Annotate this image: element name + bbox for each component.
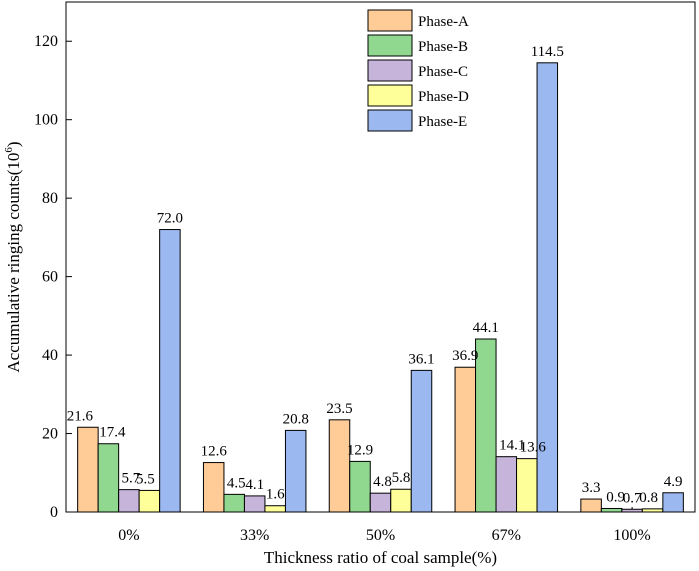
data-label: 12.9 bbox=[347, 442, 373, 458]
data-label: 14.1 bbox=[499, 438, 525, 454]
bar bbox=[600, 507, 623, 513]
data-label: 0.7 bbox=[623, 490, 642, 506]
legend-swatch bbox=[367, 34, 413, 57]
bar bbox=[264, 505, 286, 513]
data-labels-layer: 21.6 12.6 23.5 36.9 3.3 17.4 4.5 12.9 44.1 0.9 5.7… bbox=[67, 44, 683, 506]
legend-swatch bbox=[367, 109, 413, 132]
bar bbox=[662, 492, 684, 513]
bar bbox=[621, 508, 643, 513]
data-label: 1.6 bbox=[266, 487, 285, 503]
bar bbox=[118, 489, 140, 513]
bar bbox=[410, 369, 433, 513]
data-label: 17.4 bbox=[99, 425, 126, 441]
data-label: 3.3 bbox=[582, 480, 601, 496]
data-label: 13.6 bbox=[520, 440, 547, 456]
data-label: 0.9 bbox=[606, 489, 625, 505]
legend-label: Phase-C bbox=[418, 64, 468, 80]
x-tick-label: 0% bbox=[118, 527, 139, 544]
bar bbox=[516, 458, 538, 513]
x-tick-label: 50% bbox=[366, 527, 395, 544]
legend-label: Phase-E bbox=[418, 114, 467, 130]
bar bbox=[97, 443, 120, 513]
y-tick-label: 0 bbox=[50, 504, 58, 521]
x-axis-title: Thickness ratio of coal sample(%) bbox=[264, 548, 497, 567]
data-label: 4.5 bbox=[227, 475, 246, 491]
legend-swatch bbox=[367, 9, 413, 32]
data-label: 36.1 bbox=[408, 351, 434, 367]
bar bbox=[159, 229, 181, 513]
data-label: 0.8 bbox=[639, 490, 658, 506]
x-tick-label: 33% bbox=[240, 527, 269, 544]
bar bbox=[223, 493, 245, 513]
bar bbox=[390, 488, 412, 513]
legend-swatch bbox=[367, 84, 413, 107]
data-label: 4.8 bbox=[373, 474, 392, 490]
legend-label: Phase-A bbox=[418, 14, 469, 30]
bar bbox=[641, 508, 664, 513]
data-label: 4.9 bbox=[664, 474, 683, 490]
bar bbox=[369, 492, 392, 513]
data-label: 23.5 bbox=[326, 401, 352, 417]
legend-label: Phase-D bbox=[418, 89, 469, 105]
y-tick-label: 40 bbox=[42, 347, 58, 364]
bar bbox=[243, 495, 266, 513]
x-tick-label: 67% bbox=[492, 527, 521, 544]
bar bbox=[328, 419, 351, 513]
data-label: 20.8 bbox=[283, 411, 309, 427]
data-label: 5.8 bbox=[392, 470, 411, 486]
data-label: 72.0 bbox=[157, 211, 183, 227]
bar bbox=[536, 62, 559, 513]
bar bbox=[349, 460, 371, 513]
data-label: 5.5 bbox=[136, 471, 155, 487]
y-tick-label: 100 bbox=[34, 112, 58, 129]
bar bbox=[475, 338, 497, 513]
y-axis-title-main: Accumulative ringing counts(10 bbox=[4, 153, 23, 373]
y-axis-title: Accumulative ringing counts(106) bbox=[3, 141, 23, 372]
data-label: 36.9 bbox=[452, 348, 478, 364]
bars-layer bbox=[77, 62, 684, 513]
legend-swatch bbox=[367, 59, 413, 82]
y-tick-label: 120 bbox=[34, 33, 58, 50]
bar bbox=[202, 462, 225, 513]
bar bbox=[77, 426, 99, 513]
data-label: 21.6 bbox=[67, 408, 94, 424]
legend-label: Phase-B bbox=[418, 39, 468, 55]
data-label: 44.1 bbox=[473, 320, 499, 336]
y-tick-label: 80 bbox=[42, 190, 58, 207]
data-label: 5.7 bbox=[122, 471, 141, 487]
data-label: 4.1 bbox=[245, 477, 264, 493]
legend: Phase-A Phase-B Phase-C Phase-D Phase-E bbox=[367, 9, 469, 132]
y-tick-label: 20 bbox=[42, 426, 58, 443]
y-tick-label: 60 bbox=[42, 269, 58, 286]
bar bbox=[580, 498, 602, 513]
y-axis-title-close: ) bbox=[4, 141, 23, 147]
bar bbox=[495, 456, 518, 513]
data-label: 12.6 bbox=[201, 444, 228, 460]
x-tick-label: 100% bbox=[613, 527, 650, 544]
bar bbox=[454, 366, 477, 513]
bar bbox=[138, 489, 161, 513]
data-label: 114.5 bbox=[531, 44, 564, 60]
y-axis-title-exponent: 6 bbox=[3, 147, 15, 153]
bar bbox=[284, 429, 307, 513]
